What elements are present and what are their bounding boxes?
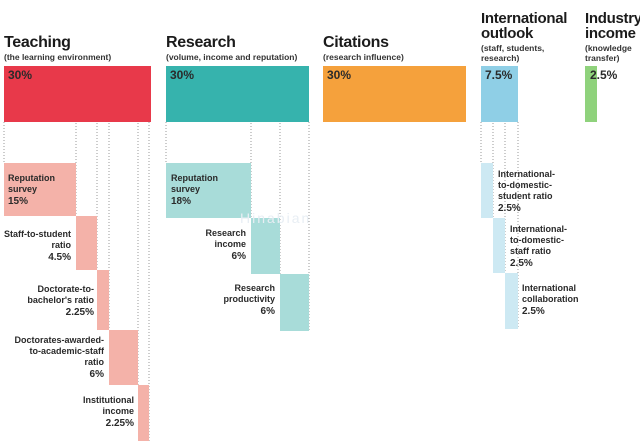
industry-title: Industry income xyxy=(585,10,640,42)
intl-staff-ratio-bar xyxy=(493,218,505,273)
research-productivity-label: Research productivity 6% xyxy=(200,283,275,317)
intl-title: International outlook xyxy=(481,10,568,42)
teaching-weight: 30% xyxy=(8,68,33,82)
teaching-doctorates-staff-bar xyxy=(109,330,138,385)
research-reputation-bar xyxy=(166,163,251,218)
intl-weight: 7.5% xyxy=(485,68,513,82)
research-income-label: Research income 6% xyxy=(180,228,246,262)
teaching-title: Teaching xyxy=(4,34,71,51)
intl-bar xyxy=(481,66,518,122)
teaching-institutional-income-value: 2.25% xyxy=(105,418,134,429)
intl-staff-ratio-value: 2.5% xyxy=(510,258,533,269)
industry-bar xyxy=(585,66,597,122)
intl-staff-ratio-label: International-to-domestic-staff ratio 2.… xyxy=(510,224,568,269)
citations-title: Citations xyxy=(323,34,389,51)
research-productivity-value: 6% xyxy=(260,306,275,317)
teaching-doctorate-bachelor-bar xyxy=(97,270,109,330)
research-productivity-bar xyxy=(280,274,309,331)
watermark: Hinabian xyxy=(240,210,312,226)
citations-desc: (research influence) xyxy=(323,52,404,62)
teaching-doctorate-bachelor-label: Doctorate-to-bachelor's ratio 2.25% xyxy=(4,284,94,318)
industry-weight: 2.5% xyxy=(590,68,618,82)
research-desc: (volume, income and reputation) xyxy=(166,52,298,62)
teaching-doctorates-staff-value: 6% xyxy=(89,369,104,380)
research-income-bar xyxy=(251,218,280,274)
teaching-staff-ratio-label: Staff-to-student ratio 4.5% xyxy=(0,229,71,263)
teaching-staff-ratio-value: 4.5% xyxy=(48,252,71,263)
teaching-desc: (the learning environment) xyxy=(4,52,112,62)
research-reputation-label: Reputation survey 18% xyxy=(171,173,218,207)
teaching-reputation-bar xyxy=(4,163,76,216)
intl-student-ratio-label: International-to-domestic-student ratio … xyxy=(498,169,556,214)
teaching-bar xyxy=(4,66,151,122)
citations-bar xyxy=(323,66,466,122)
intl-student-ratio-value: 2.5% xyxy=(498,203,521,214)
intl-collaboration-value: 2.5% xyxy=(522,306,545,317)
industry-desc: (knowledge transfer) xyxy=(585,43,632,63)
teaching-institutional-income-label: Institutional income 2.25% xyxy=(40,395,134,429)
intl-collaboration-label: International collaboration 2.5% xyxy=(522,283,579,317)
research-income-value: 6% xyxy=(231,251,246,262)
research-title: Research xyxy=(166,34,236,51)
intl-student-ratio-bar xyxy=(481,163,493,218)
intl-desc: (staff, students, research) xyxy=(481,43,545,63)
research-reputation-value: 18% xyxy=(171,196,192,207)
research-weight: 30% xyxy=(170,68,195,82)
teaching-staff-ratio-bar xyxy=(76,216,97,270)
teaching-doctorate-bachelor-value: 2.25% xyxy=(65,307,94,318)
teaching-doctorates-staff-label: Doctorates-awarded-to-academic-staff rati… xyxy=(4,335,104,380)
teaching-reputation-value: 15% xyxy=(8,196,29,207)
research-bar xyxy=(166,66,309,122)
intl-collaboration-bar xyxy=(505,273,518,329)
citations-weight: 30% xyxy=(327,68,352,82)
teaching-institutional-income-bar xyxy=(138,385,149,441)
teaching-reputation-label: Reputation survey 15% xyxy=(8,173,55,207)
